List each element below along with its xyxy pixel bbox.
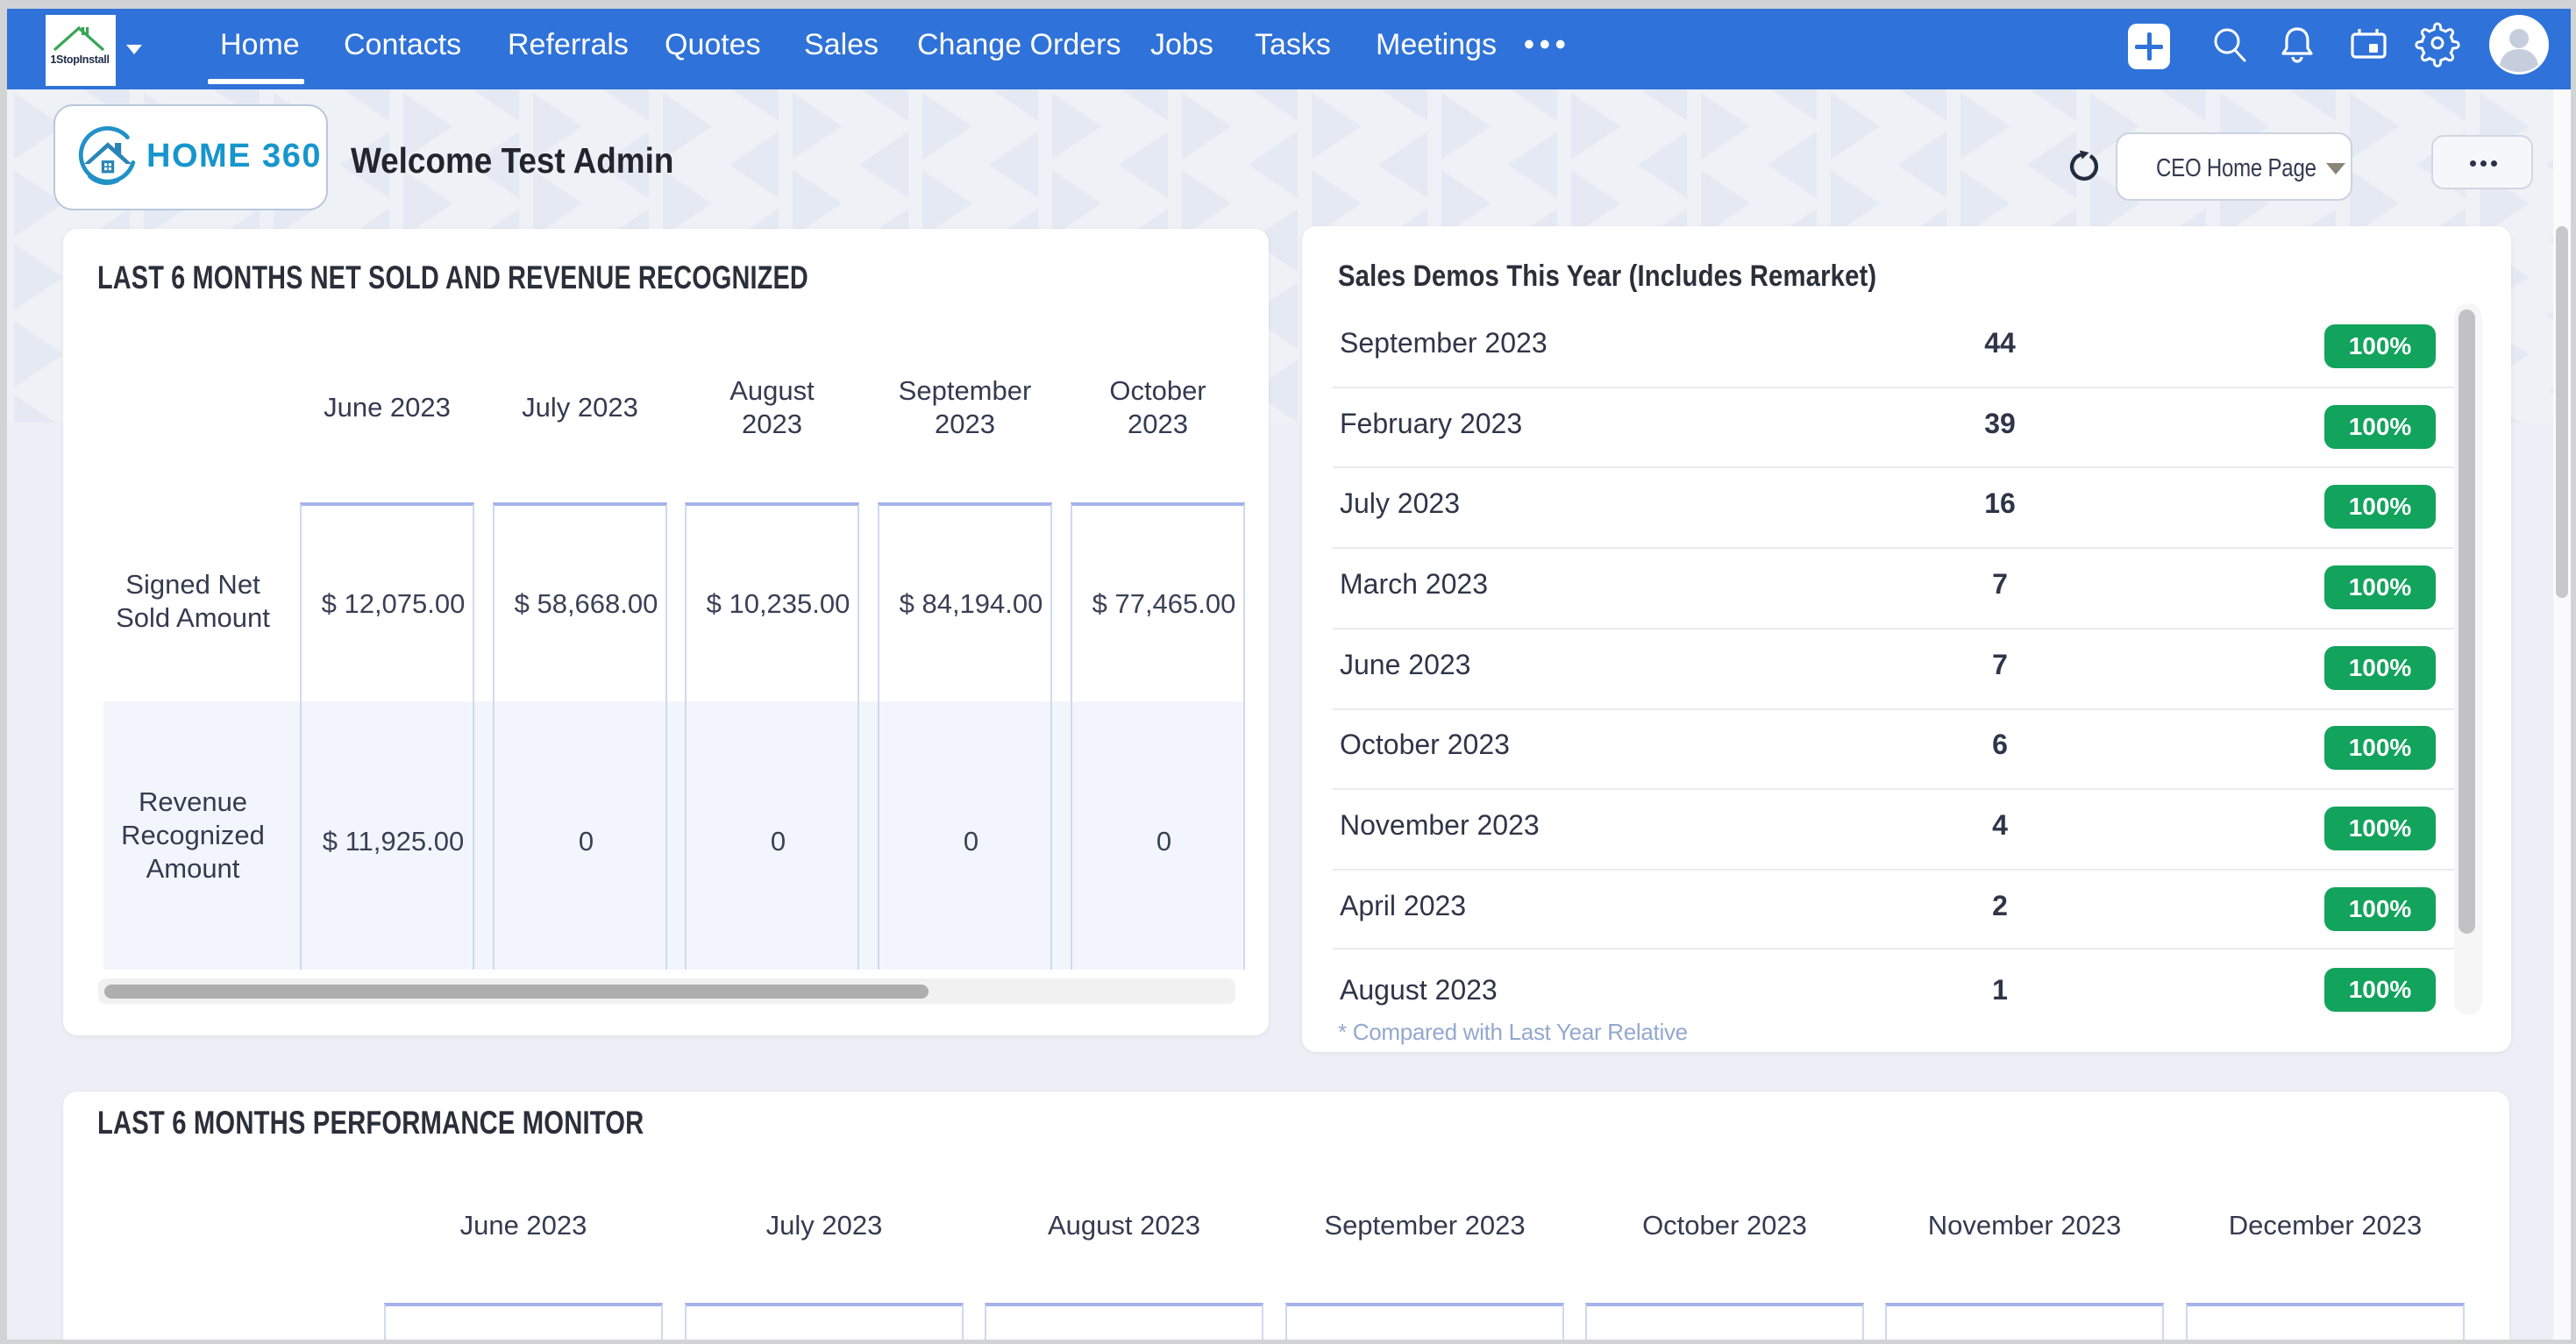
svg-text:1StopInstall: 1StopInstall: [50, 53, 109, 66]
